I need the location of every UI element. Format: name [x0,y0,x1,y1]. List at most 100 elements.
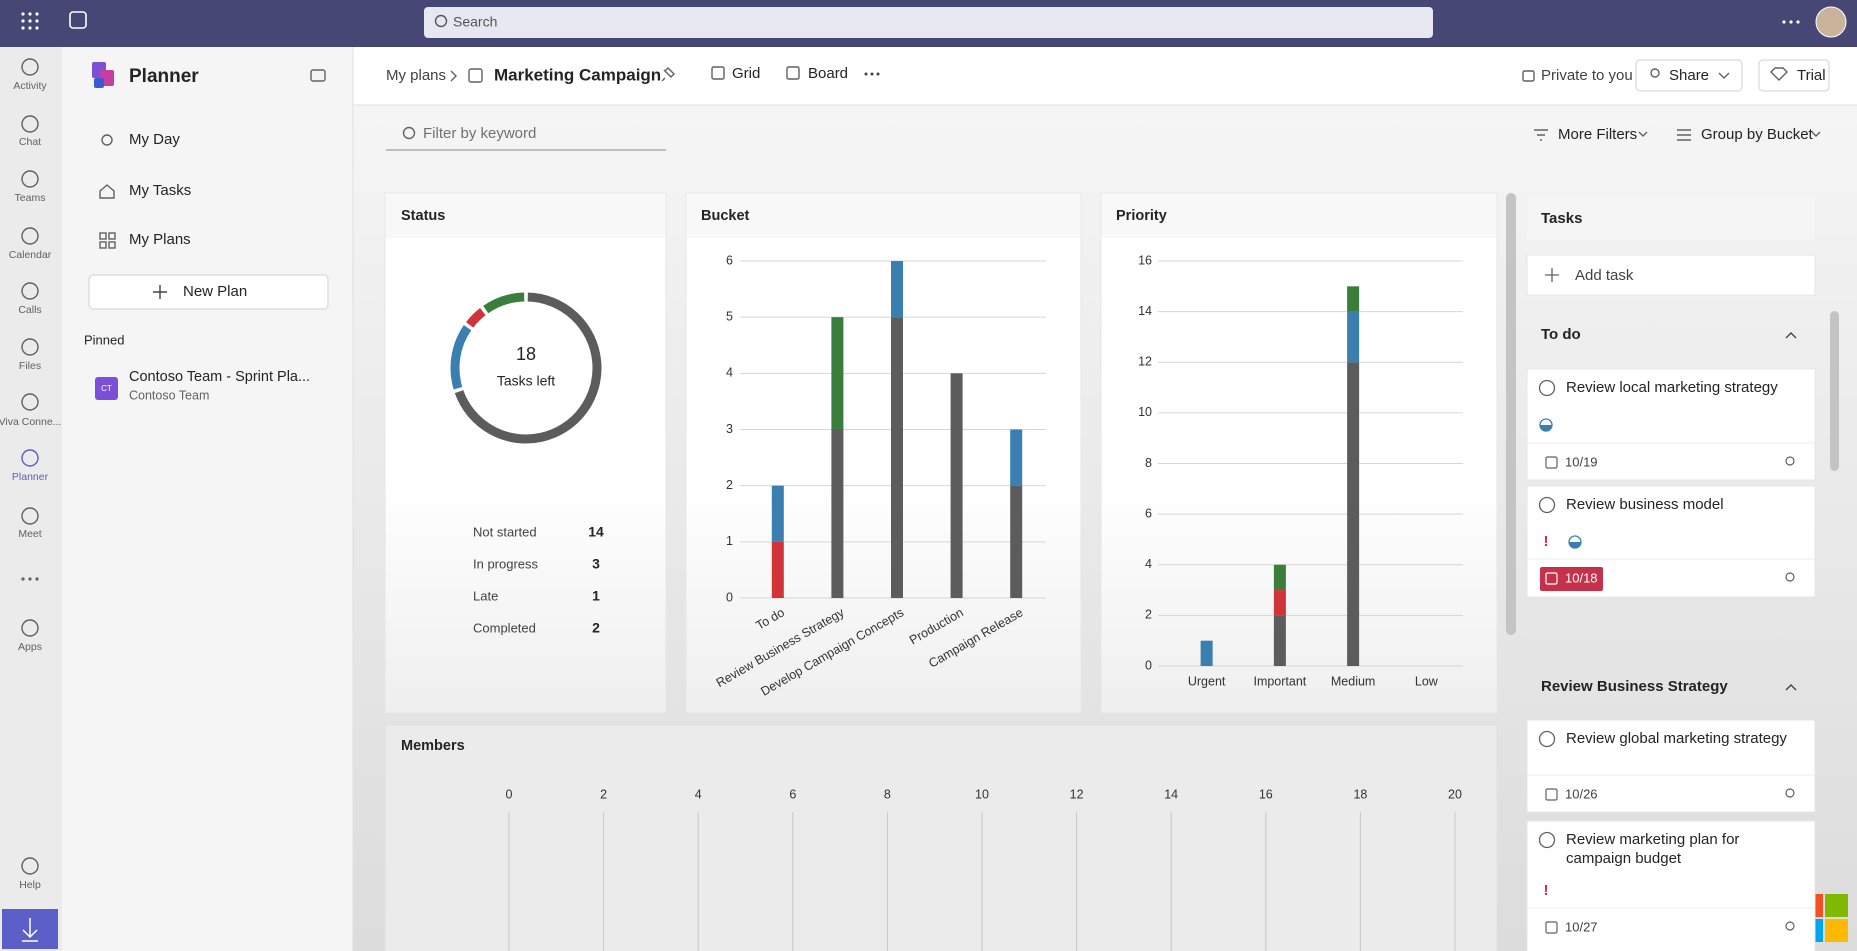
new-plan-button[interactable] [88,274,329,310]
chart-title: Priority [1116,208,1167,224]
legend-label: Late [473,588,498,603]
y-tick-label: 6 [1145,506,1152,520]
y-tick-label: 12 [1138,355,1152,369]
rail-label[interactable]: Chat [19,136,41,148]
important-icon: ! [1544,533,1549,550]
legend-value: 14 [588,524,604,540]
due-date: 10/27 [1565,919,1598,934]
task-card[interactable] [1526,368,1816,481]
header-bar [353,47,1857,105]
task-title[interactable]: Review global marketing strategy [1566,730,1787,747]
legend-value: 3 [592,556,600,572]
collapse-chevron[interactable] [1785,332,1797,339]
legend-value: 2 [592,620,600,636]
view-tab[interactable]: Grid [732,65,760,82]
search-placeholder[interactable]: Search [453,14,497,30]
rail-icon [21,449,39,467]
x-tick-label: 6 [789,787,796,801]
x-tick-label: 0 [506,787,513,801]
add-task-label[interactable]: Add task [1575,267,1634,284]
chevron [1638,131,1648,137]
card-header [687,194,1080,238]
donut-segment [450,325,472,390]
x-tick-label: 4 [695,787,702,801]
task-panel-title: Tasks [1541,210,1582,227]
breadcrumb[interactable]: My plans [386,67,446,84]
rail-label[interactable]: Teams [15,192,46,204]
filter-input[interactable]: Filter by keyword [423,125,536,142]
nav-item[interactable]: My Plans [129,231,191,248]
bar-segment [831,317,844,430]
progress-half [1569,542,1581,548]
complete-checkbox[interactable] [1538,831,1556,849]
rail-icon [21,58,39,76]
rail-label[interactable]: Meet [18,528,41,540]
bucket-name: To do [1541,326,1581,343]
bar-segment [1273,564,1286,591]
legend-label: In progress [473,556,539,571]
rail-label[interactable]: Calls [18,304,41,316]
more-views[interactable] [864,72,880,76]
y-tick-label: 0 [1145,658,1152,672]
add-task-button[interactable] [1526,254,1816,296]
rail-label[interactable]: Planner [12,471,49,483]
plan-name: Marketing Campaign [494,65,661,84]
rail-label[interactable]: Activity [13,80,47,92]
chart-card [384,724,1498,951]
due-date: 10/19 [1565,454,1598,469]
pin-icon[interactable] [661,67,675,82]
nav-icon [99,184,115,199]
legend-value: 1 [592,588,600,604]
assign-icon[interactable] [1785,572,1795,582]
more-filters[interactable]: More Filters [1558,126,1637,143]
scrollbar[interactable] [1830,311,1839,471]
x-tick-label: Low [1415,674,1439,688]
share-button[interactable] [1635,59,1743,92]
more-apps[interactable] [21,577,39,581]
rail-label[interactable]: Calendar [9,249,52,261]
complete-checkbox[interactable] [1538,730,1556,748]
app-launcher[interactable] [21,12,39,30]
x-tick-label: Important [1253,674,1306,688]
y-tick-label: 4 [1145,557,1152,571]
x-tick-label: 14 [1164,787,1178,801]
y-tick-label: 2 [1145,608,1152,622]
rail-icon [21,507,39,525]
rail-label[interactable]: Apps [18,641,42,653]
nav-item[interactable]: My Tasks [129,182,191,199]
avatar[interactable] [1815,6,1847,38]
pinned-plan-title[interactable]: Contoso Team - Sprint Pla... [129,369,310,385]
view-tab[interactable]: Board [808,65,848,82]
complete-checkbox[interactable] [1538,379,1556,397]
rail-icon [21,282,39,300]
new-plan-label[interactable]: New Plan [183,283,247,300]
assign-icon[interactable] [1785,921,1795,931]
task-title-box: Review marketing plan for campaign budge… [1566,831,1740,867]
task-title[interactable]: Review local marketing strategy [1566,379,1778,396]
rail-label[interactable]: Viva Conne... [0,416,61,428]
center-label: Tasks left [497,373,555,389]
more-button[interactable] [1782,20,1800,24]
collapse-button[interactable] [310,69,326,82]
group-by[interactable]: Group by Bucket [1701,126,1814,143]
task-title[interactable]: Review business model [1566,496,1724,513]
collapse-chevron[interactable] [1785,684,1797,691]
complete-checkbox[interactable] [1538,496,1556,514]
assign-icon[interactable] [1785,456,1795,466]
bar-segment [891,317,903,598]
share-label[interactable]: Share [1669,67,1709,84]
task-card[interactable] [1526,719,1816,813]
scrollbar[interactable] [1506,193,1516,635]
task-title[interactable]: Review marketing plan for campaign budge… [1566,831,1740,867]
rail-label[interactable]: Help [19,879,41,891]
nav-item[interactable]: My Day [129,131,180,148]
trial-label[interactable]: Trial [1797,67,1826,84]
rail-label[interactable]: Files [19,360,41,372]
search-box[interactable] [424,7,1433,38]
assign-icon[interactable] [1785,788,1795,798]
y-tick-label: 1 [726,534,733,548]
plan-avatar[interactable] [95,377,118,400]
task-card[interactable] [1526,820,1816,951]
bar-segment [1273,615,1286,666]
